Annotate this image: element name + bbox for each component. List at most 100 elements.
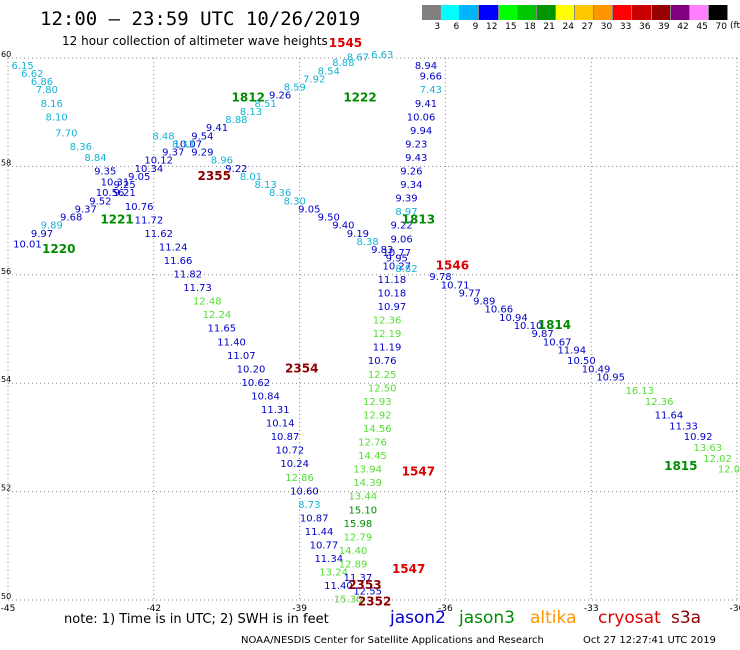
wave-height-value: 9.87 xyxy=(531,329,553,340)
page-subtitle: 12 hour collection of altimeter wave hei… xyxy=(62,34,328,48)
color-scale-label: 36 xyxy=(639,22,651,32)
wave-height-value: 9.23 xyxy=(405,139,427,150)
legend-item-altika: altika xyxy=(530,608,577,628)
footnote: note: 1) Time is in UTC; 2) SWH is in fe… xyxy=(64,612,329,627)
wave-height-value: 10.49 xyxy=(582,364,611,375)
wave-height-value: 13.44 xyxy=(348,492,377,503)
wave-height-value: 12.25 xyxy=(368,370,397,381)
wave-height-value: 9.19 xyxy=(347,229,369,240)
wave-height-value: 9.52 xyxy=(89,196,111,207)
wave-height-value: 11.31 xyxy=(261,405,290,416)
wave-height-value: 9.39 xyxy=(395,194,417,205)
wave-height-value: 9.83 xyxy=(371,245,393,256)
wave-height-value: 10.10 xyxy=(514,321,543,332)
wave-height-value: 12.93 xyxy=(363,397,392,408)
wave-height-value: 10.34 xyxy=(135,164,164,175)
pass-time-label: 1545 xyxy=(329,36,362,50)
wave-height-value: 9.21 xyxy=(114,188,136,199)
wave-height-value: 9.68 xyxy=(60,213,82,224)
color-swatch xyxy=(536,5,556,20)
wave-height-value: 8.88 xyxy=(332,58,354,69)
wave-height-value: 11.07 xyxy=(227,351,256,362)
pass-time-label: 2352 xyxy=(358,594,391,608)
wave-height-value: 10.76 xyxy=(368,356,397,367)
wave-height-value: 11.62 xyxy=(144,229,173,240)
longitude-tick-label: -42 xyxy=(146,604,161,614)
wave-height-value: 11.24 xyxy=(159,242,188,253)
wave-height-value: 11.40 xyxy=(217,337,246,348)
color-scale-unit: (ft) xyxy=(730,21,740,31)
wave-height-value: 9.40 xyxy=(332,221,354,232)
wave-height-value: 12.92 xyxy=(363,410,392,421)
wave-height-value: 11.65 xyxy=(208,324,237,335)
color-swatch xyxy=(460,5,480,20)
wave-height-value: 6.62 xyxy=(21,69,43,80)
wave-height-value: 15.98 xyxy=(344,519,373,530)
wave-height-value: 10.60 xyxy=(290,486,319,497)
legend-item-jason2: jason2 xyxy=(390,608,446,628)
wave-height-value: 10.56 xyxy=(96,188,125,199)
pass-time-label: 1547 xyxy=(392,562,425,576)
satellite-pass: 8.488.339.298.969.228.018.138.368.309.05… xyxy=(152,131,740,475)
wave-height-value: 7.70 xyxy=(55,129,77,140)
longitude-tick-label: -45 xyxy=(1,604,16,614)
longitude-tick-label: -39 xyxy=(292,604,307,614)
satellite-pass: 10.019.979.899.689.379.5210.569.259.0510… xyxy=(13,50,393,251)
color-swatch xyxy=(651,5,671,20)
satellite-pass: 8.949.66 7.43 9.41 10.06 9.94 9.23 9.43 9.26 9.3… xyxy=(339,61,442,598)
latitude-tick-label: 52 xyxy=(1,484,11,493)
wave-height-value: 9.78 xyxy=(429,272,451,283)
wave-height-value: 10.01 xyxy=(13,240,42,251)
pass-time-label: 1814 xyxy=(538,318,571,332)
wave-height-value: 12.48 xyxy=(193,297,222,308)
wave-height-value: 6.86 xyxy=(31,77,53,88)
color-scale-label: 9 xyxy=(472,22,479,32)
wave-height-value: 10.87 xyxy=(271,432,300,443)
wave-height-value: 10.92 xyxy=(684,432,713,443)
wave-height-value: 9.29 xyxy=(191,148,213,159)
color-scale-label: 30 xyxy=(600,22,613,32)
wave-height-value: 10.71 xyxy=(441,280,470,291)
wave-height-value: 9.94 xyxy=(410,126,432,137)
wave-height-value: 9.54 xyxy=(191,131,213,142)
wave-height-value: 12.86 xyxy=(285,473,314,484)
wave-height-value: 10.27 xyxy=(382,261,411,272)
wave-height-value: 12.02 xyxy=(703,454,732,465)
wave-height-value: 10.76 xyxy=(125,202,154,213)
wave-height-value: 8.30 xyxy=(284,196,306,207)
wave-height-value: 10.31 xyxy=(101,177,130,188)
wave-height-value: 9.22 xyxy=(225,164,247,175)
pass-time-label: 2354 xyxy=(285,361,318,375)
wave-height-value: 9.37 xyxy=(162,148,184,159)
wave-height-value: 14.40 xyxy=(339,546,368,557)
wave-height-value: 9.95 xyxy=(386,253,408,264)
color-scale-label: 24 xyxy=(562,22,574,32)
wave-height-value: 9.22 xyxy=(391,221,413,232)
wave-height-value: 15.30 xyxy=(334,595,363,606)
wave-height-value: 9.66 xyxy=(420,72,442,83)
wave-height-value: 8.94 xyxy=(415,61,437,72)
color-swatch xyxy=(498,5,518,20)
wave-height-value: 13.24 xyxy=(319,568,348,579)
wave-height-value: 9.34 xyxy=(400,180,422,191)
wave-height-value: 12.55 xyxy=(353,587,382,598)
legend-item-cryosat: cryosat xyxy=(598,608,661,628)
wave-height-value: 10.06 xyxy=(407,112,436,123)
latitude-tick-label: 50 xyxy=(1,592,11,601)
wave-height-value: 14.39 xyxy=(353,478,382,489)
wave-height-value: 11.44 xyxy=(305,527,334,538)
legend-item-s3a: s3a xyxy=(671,608,702,628)
color-scale-label: 45 xyxy=(696,22,708,32)
map-axes: -45 -42 -39 -36 -33 -30 50 52 54 56 58 60 xyxy=(1,50,740,614)
pass-time-label: 2353 xyxy=(348,578,381,592)
pass-time-label: 1220 xyxy=(42,242,75,256)
wave-height-value: 8.01 xyxy=(240,172,262,183)
wave-height-value: 7.43 xyxy=(420,85,442,96)
color-scale-label: 6 xyxy=(453,22,460,32)
color-scale-label: 3 xyxy=(434,22,441,32)
wave-height-value: 12.79 xyxy=(344,532,373,543)
wave-height-value: 11.18 xyxy=(378,275,407,286)
wave-height-value: 10.84 xyxy=(251,391,280,402)
